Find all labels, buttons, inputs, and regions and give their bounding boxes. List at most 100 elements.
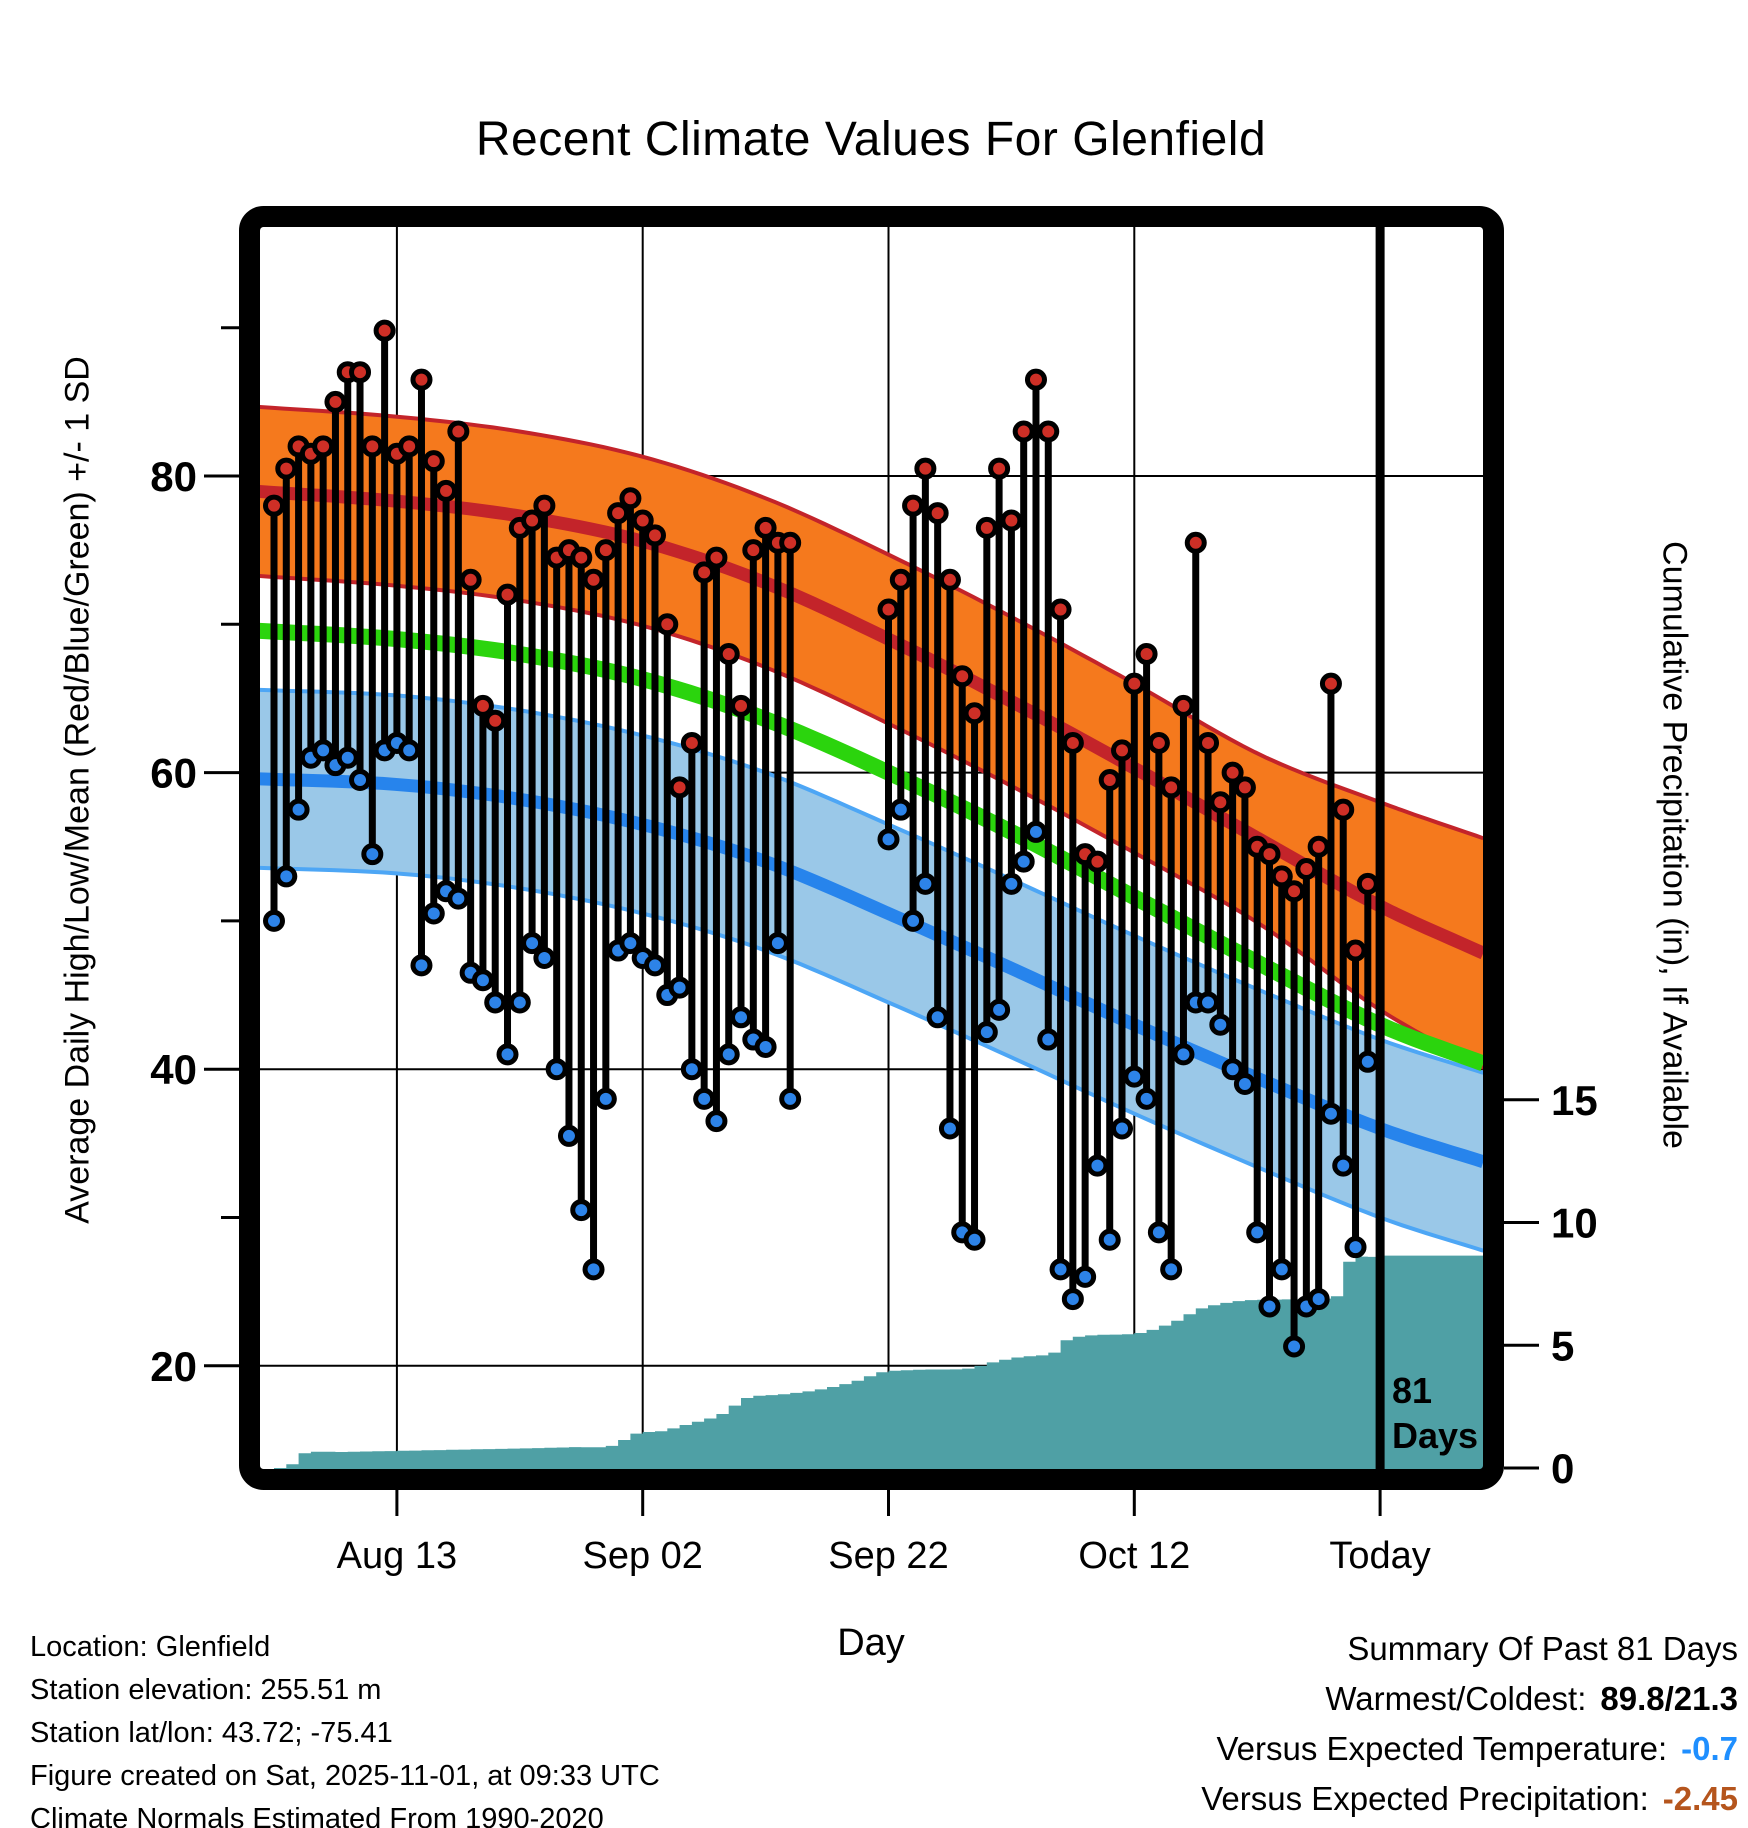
figure-created: Figure created on Sat, 2025-11-01, at 09… xyxy=(30,1760,660,1792)
daily-low-dot xyxy=(938,1117,961,1140)
station-location: Location: Glenfield xyxy=(30,1631,271,1663)
daily-high-dot xyxy=(1024,368,1047,391)
daily-high-dot xyxy=(742,539,765,562)
daily-low-dot xyxy=(545,1058,568,1081)
daily-high-dot xyxy=(1233,776,1256,799)
daily-low-dot xyxy=(521,932,544,955)
daily-high-dot xyxy=(631,509,654,532)
left-axis-label: Average Daily High/Low/Mean (Red/Blue/Gr… xyxy=(58,356,97,1224)
x-tick-label: Aug 13 xyxy=(337,1535,457,1577)
daily-low-dot xyxy=(1049,1258,1072,1281)
daily-low-dot xyxy=(1233,1073,1256,1096)
daily-high-dot xyxy=(1209,791,1232,814)
daily-high-dot xyxy=(1184,531,1207,554)
left-tick-label: 80 xyxy=(150,453,197,500)
daily-high-dot xyxy=(496,583,519,606)
daily-low-dot xyxy=(1147,1221,1170,1244)
vs-precipitation-value: -2.45 xyxy=(1662,1780,1738,1817)
daily-high-dot xyxy=(1221,761,1244,784)
daily-high-dot xyxy=(1356,872,1379,895)
daily-low-dot xyxy=(693,1087,716,1110)
daily-high-dot xyxy=(1147,731,1170,754)
daily-low-dot xyxy=(1074,1265,1097,1288)
daily-high-dot xyxy=(914,457,937,480)
right-tick-label: 15 xyxy=(1551,1077,1598,1124)
daily-low-dot xyxy=(1197,991,1220,1014)
x-tick-label: Sep 22 xyxy=(828,1535,948,1577)
daily-low-dot xyxy=(1344,1236,1367,1259)
right-axis-label: Cumulative Precipitation (in), If Availa… xyxy=(1655,541,1694,1149)
daily-high-dot xyxy=(889,568,912,591)
daily-low-dot xyxy=(914,872,937,895)
daily-high-dot xyxy=(656,613,679,636)
daily-low-dot xyxy=(1024,820,1047,843)
daily-low-dot xyxy=(1307,1288,1330,1311)
daily-high-dot xyxy=(1111,739,1134,762)
daily-low-dot xyxy=(680,1058,703,1081)
daily-high-dot xyxy=(680,731,703,754)
daily-high-dot xyxy=(570,546,593,569)
daily-low-dot xyxy=(1098,1228,1121,1251)
daily-low-dot xyxy=(1221,1058,1244,1081)
daily-high-dot xyxy=(422,450,445,473)
daily-low-dot xyxy=(287,798,310,821)
normals-note: Climate Normals Estimated From 1990-2020 xyxy=(30,1803,604,1828)
daily-high-dot xyxy=(1344,939,1367,962)
daily-high-dot xyxy=(582,568,605,591)
summary-vs-precipitation: Versus Expected Precipitation: -2.45 xyxy=(1201,1780,1738,1817)
daily-high-dot xyxy=(705,546,728,569)
right-tick-label: 5 xyxy=(1551,1322,1574,1369)
daily-high-dot xyxy=(349,361,372,384)
daily-low-dot xyxy=(779,1087,802,1110)
daily-low-dot xyxy=(1319,1102,1342,1125)
daily-high-dot xyxy=(902,494,925,517)
daily-low-dot xyxy=(361,843,384,866)
left-tick-label: 40 xyxy=(150,1046,197,1093)
daily-high-dot xyxy=(1283,880,1306,903)
daily-high-dot xyxy=(1197,731,1220,754)
high-mean-line xyxy=(260,485,1483,960)
daily-low-dot xyxy=(582,1258,605,1281)
daily-low-dot xyxy=(1246,1221,1269,1244)
warmest-coldest-value: 89.8/21.3 xyxy=(1600,1680,1738,1717)
left-tick-label: 20 xyxy=(150,1343,197,1390)
left-tick-label: 60 xyxy=(150,750,197,797)
daily-high-dot xyxy=(521,509,544,532)
daily-high-dot xyxy=(447,420,470,443)
daily-low-dot xyxy=(422,902,445,925)
daily-high-dot xyxy=(717,642,740,665)
right-tick-label: 10 xyxy=(1551,1200,1598,1247)
daily-low-dot xyxy=(1061,1288,1084,1311)
daily-high-dot xyxy=(730,694,753,717)
daily-low-dot xyxy=(1258,1295,1281,1318)
daily-high-dot xyxy=(693,561,716,584)
daily-high-dot xyxy=(988,457,1011,480)
81-days-annotation: 81 Days xyxy=(1392,1370,1479,1456)
station-latlon: Station lat/lon: 43.72; -75.41 xyxy=(30,1717,393,1749)
daily-low-dot xyxy=(349,769,372,792)
daily-high-dot xyxy=(951,665,974,688)
daily-low-dot xyxy=(557,1124,580,1147)
daily-low-dot xyxy=(902,909,925,932)
daily-high-dot xyxy=(1123,672,1146,695)
daily-low-dot xyxy=(1111,1117,1134,1140)
daily-high-dot xyxy=(312,435,335,458)
daily-low-dot xyxy=(717,1043,740,1066)
daily-low-dot xyxy=(533,946,556,969)
daily-low-dot xyxy=(1209,1013,1232,1036)
daily-low-dot xyxy=(730,1006,753,1029)
daily-low-dot xyxy=(1123,1065,1146,1088)
summary-warmest-coldest: Warmest/Coldest: 89.8/21.3 xyxy=(1325,1680,1738,1717)
daily-low-dot xyxy=(668,976,691,999)
daily-high-dot xyxy=(754,516,777,539)
daily-high-dot xyxy=(1037,420,1060,443)
daily-low-dot xyxy=(705,1110,728,1133)
daily-low-dot xyxy=(1283,1335,1306,1358)
daily-low-dot xyxy=(975,1021,998,1044)
daily-high-dot xyxy=(410,368,433,391)
daily-high-dot xyxy=(926,502,949,525)
daily-high-dot xyxy=(1061,731,1084,754)
daily-high-dot xyxy=(779,531,802,554)
